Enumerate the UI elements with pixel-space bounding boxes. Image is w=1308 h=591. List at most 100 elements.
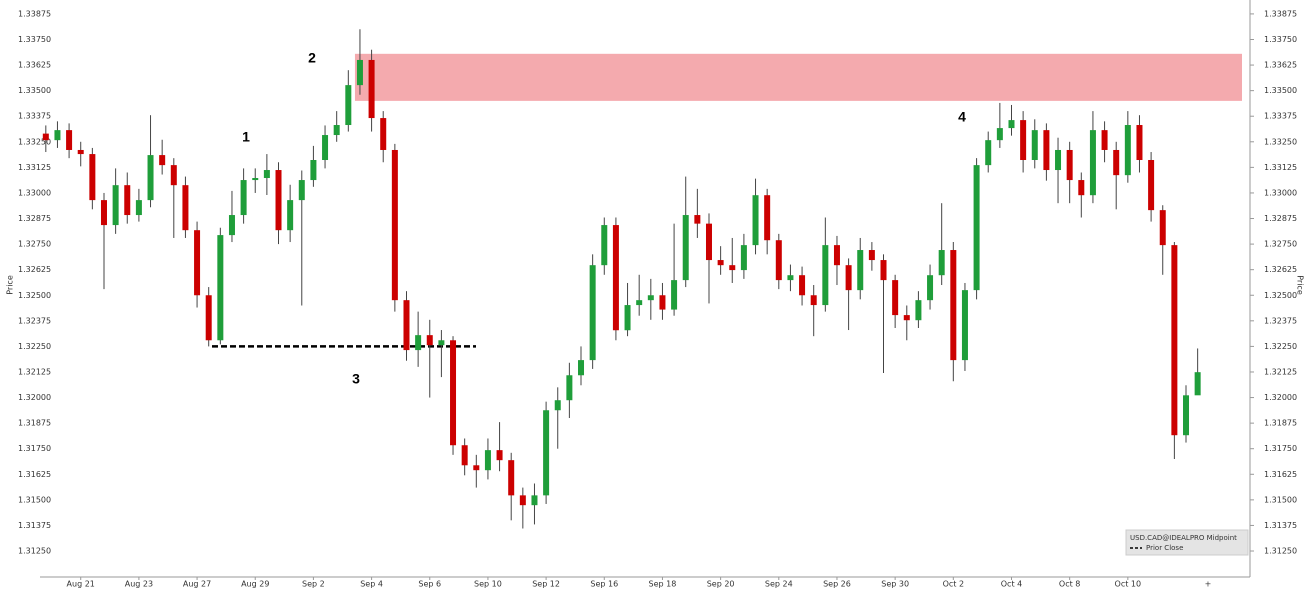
candle-body <box>1113 149 1120 176</box>
candle-body <box>100 200 107 226</box>
y-tick-label: 1.32500 <box>1264 291 1297 300</box>
y-tick-label: 1.32750 <box>1264 240 1297 249</box>
candle-body <box>996 128 1003 141</box>
candle-body <box>240 180 247 216</box>
candle-body <box>694 215 701 224</box>
y-tick-label: 1.32875 <box>1264 214 1297 223</box>
candle-body <box>135 200 142 216</box>
candle-body <box>484 450 491 471</box>
y-tick-label: 1.31500 <box>18 495 51 504</box>
candle-body <box>194 230 201 296</box>
y-tick-label: 1.32375 <box>1264 316 1297 325</box>
y-tick-label: 1.33750 <box>1264 35 1297 44</box>
candle-body <box>508 460 515 496</box>
candle-body <box>799 275 806 296</box>
y-tick-label: 1.31750 <box>18 444 51 453</box>
candle-body <box>1171 245 1178 436</box>
candle-body <box>1055 149 1062 171</box>
candle-body <box>961 290 968 361</box>
candle-body <box>915 300 922 321</box>
candle-body <box>892 280 899 316</box>
candle-body <box>927 275 934 301</box>
x-tick-label: Aug 29 <box>241 580 269 589</box>
candle-body <box>717 260 724 266</box>
y-tick-label: 1.31750 <box>1264 444 1297 453</box>
y-tick-label: 1.32125 <box>1264 367 1297 376</box>
candle-body <box>857 250 864 291</box>
annotation: 4 <box>958 109 966 125</box>
candle-body <box>880 260 887 281</box>
x-tick-label: Sep 2 <box>302 580 325 589</box>
x-tick-label: Oct 10 <box>1115 580 1142 589</box>
candle-body <box>1101 130 1108 150</box>
candle-body <box>752 195 759 246</box>
candle-body <box>450 340 457 446</box>
y-tick-label: 1.33875 <box>18 9 51 18</box>
candle-body <box>438 340 445 346</box>
candle-body <box>787 275 794 281</box>
candle-body <box>66 130 73 150</box>
candle-body <box>333 125 340 136</box>
candle-body <box>554 400 561 411</box>
y-tick-label: 1.31500 <box>1264 495 1297 504</box>
candle-body <box>566 375 573 401</box>
candle-body <box>705 223 712 261</box>
x-tick-label: Sep 26 <box>823 580 851 589</box>
candle-body <box>182 185 189 231</box>
x-tick-label: Sep 4 <box>360 580 383 589</box>
candle-body <box>473 465 480 471</box>
y-tick-label: 1.33000 <box>1264 188 1297 197</box>
y-tick-label: 1.32000 <box>1264 393 1297 402</box>
candle-body <box>403 300 410 351</box>
x-tick-label: Aug 21 <box>67 580 95 589</box>
candle-body <box>578 360 585 376</box>
x-tick-label: Sep 18 <box>649 580 677 589</box>
y-tick-label: 1.31375 <box>18 521 51 530</box>
y-tick-label: 1.33000 <box>18 188 51 197</box>
y-tick-label: 1.32625 <box>1264 265 1297 274</box>
annotation: 2 <box>308 50 316 66</box>
y-tick-label: 1.31625 <box>1264 470 1297 479</box>
y-axis-label: Price <box>6 275 15 295</box>
candle-body <box>391 149 398 301</box>
y-tick-label: 1.32625 <box>18 265 51 274</box>
y-tick-label: 1.32750 <box>18 240 51 249</box>
candle-body <box>950 250 957 361</box>
annotation: 3 <box>352 371 360 387</box>
candle-body <box>275 170 282 231</box>
candle-body <box>822 245 829 306</box>
y-tick-label: 1.32250 <box>18 342 51 351</box>
candle-body <box>322 135 329 161</box>
candle-body <box>415 335 422 351</box>
candle-body <box>519 495 526 506</box>
y-tick-label: 1.32250 <box>1264 342 1297 351</box>
candle-body <box>170 165 177 186</box>
candle-body <box>252 178 259 181</box>
candle-body <box>531 495 538 506</box>
candle-body <box>89 154 96 201</box>
candle-body <box>228 215 235 236</box>
x-tick-label: Sep 12 <box>532 580 560 589</box>
candle-body <box>775 240 782 281</box>
candle-body <box>54 130 61 141</box>
candle-body <box>426 335 433 346</box>
candle-body <box>1148 160 1155 211</box>
annotation: 1 <box>242 129 250 145</box>
candle-body <box>263 170 270 179</box>
y-tick-label: 1.33500 <box>1264 86 1297 95</box>
candle-body <box>368 59 375 119</box>
y-tick-label: 1.33125 <box>18 163 51 172</box>
candle-body <box>868 250 875 261</box>
legend-box <box>1125 529 1249 556</box>
resistance-zone <box>354 53 1243 101</box>
candle-body <box>1043 130 1050 171</box>
y-tick-label: 1.31625 <box>18 470 51 479</box>
y-tick-label: 1.33125 <box>1264 163 1297 172</box>
legend-label: Prior Close <box>1146 544 1183 552</box>
candle-body <box>973 165 980 291</box>
y-axis-label: Price <box>1296 275 1305 295</box>
candle-body <box>1078 180 1085 196</box>
candle-body <box>205 295 212 341</box>
y-tick-label: 1.32125 <box>18 367 51 376</box>
candle-body <box>1183 395 1190 436</box>
